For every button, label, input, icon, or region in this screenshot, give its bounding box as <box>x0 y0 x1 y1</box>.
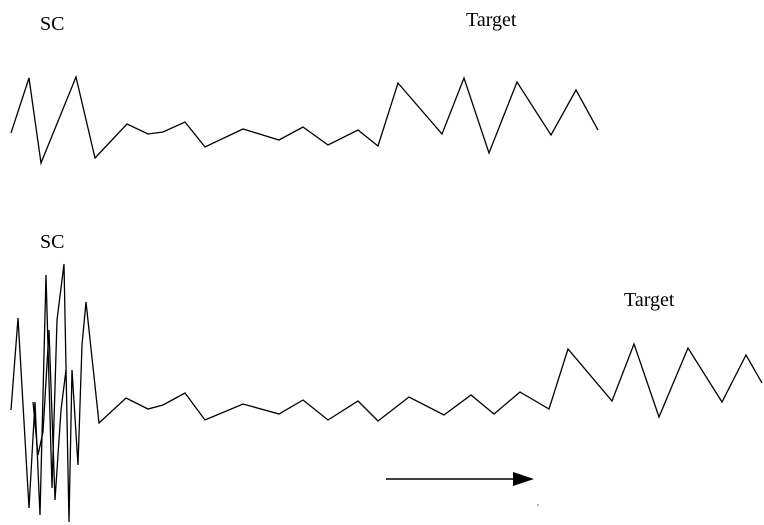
arrow-right-icon <box>513 472 534 486</box>
top-target-label: Target <box>466 9 517 31</box>
bottom-onset-noise <box>32 329 67 501</box>
top-sc-label: SC <box>40 13 64 35</box>
stray-dot <box>537 504 539 506</box>
bottom-sc-label: SC <box>40 231 64 253</box>
top-waveform <box>10 74 599 166</box>
bottom-waveform <box>10 263 763 523</box>
bottom-target-label: Target <box>624 289 675 311</box>
